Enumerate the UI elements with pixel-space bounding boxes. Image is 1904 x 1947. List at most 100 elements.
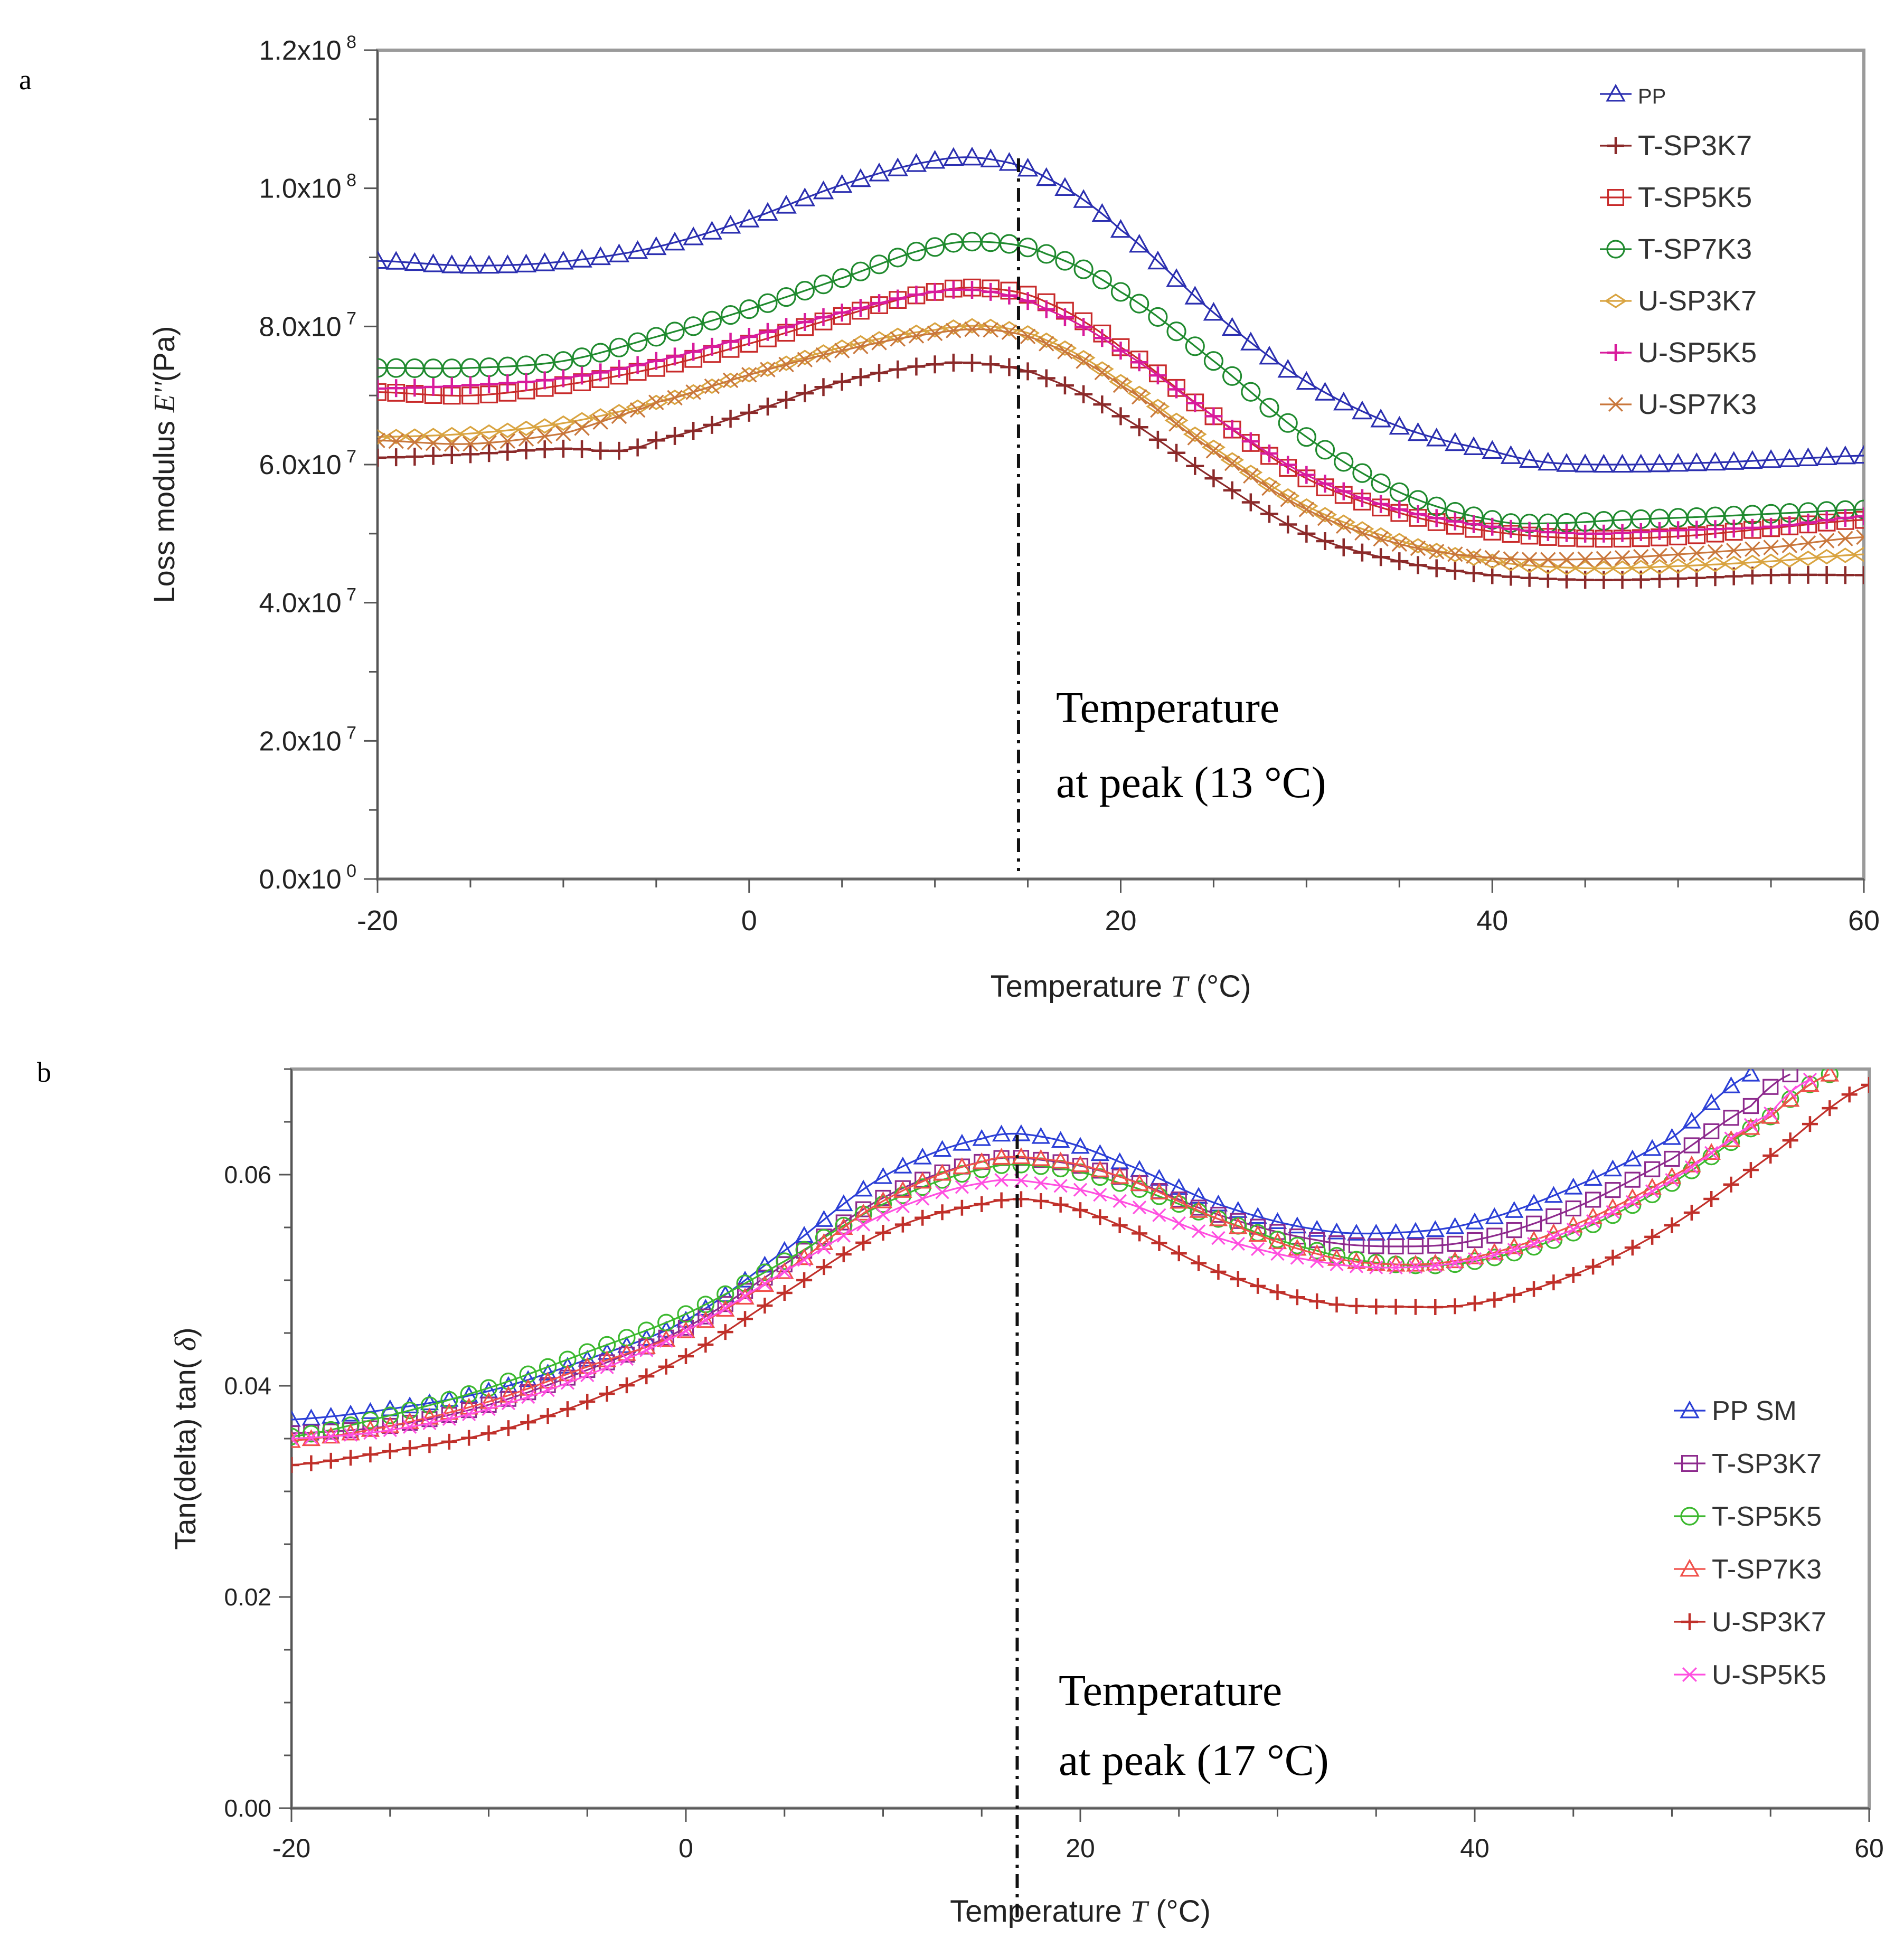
data-point xyxy=(341,1404,360,1422)
data-point xyxy=(1558,524,1576,542)
data-point xyxy=(1191,1224,1206,1239)
data-point xyxy=(795,281,815,301)
data-point xyxy=(1821,1069,1839,1083)
data-point xyxy=(834,343,850,358)
data-point xyxy=(497,254,519,273)
data-point xyxy=(1644,1161,1661,1177)
data-point xyxy=(907,286,926,304)
data-point xyxy=(1547,1230,1561,1244)
data-point xyxy=(1780,516,1799,534)
data-point xyxy=(1526,1236,1541,1251)
data-point xyxy=(1223,481,1241,499)
data-point xyxy=(666,427,684,445)
data-point xyxy=(1743,1118,1758,1132)
data-point xyxy=(1372,548,1390,566)
data-point xyxy=(1248,1225,1267,1242)
peak-annotation-line: Temperature xyxy=(1059,1666,1282,1715)
y-tick-label: 6.0x10 7 xyxy=(259,447,357,480)
legend-marker xyxy=(1604,294,1627,308)
data-point xyxy=(291,1431,299,1446)
data-point xyxy=(676,1321,695,1338)
data-point xyxy=(1428,544,1445,560)
data-point xyxy=(291,1428,300,1445)
y-tick-label: 0.00 xyxy=(224,1794,271,1822)
data-point xyxy=(553,251,574,270)
data-point xyxy=(963,354,981,372)
data-point xyxy=(659,1334,673,1348)
data-point xyxy=(383,1423,397,1438)
data-point xyxy=(1243,468,1259,484)
data-point xyxy=(560,1376,575,1390)
data-point xyxy=(1307,1220,1326,1237)
data-point xyxy=(1148,366,1167,385)
data-point xyxy=(609,337,629,357)
data-point xyxy=(499,433,516,449)
data-point xyxy=(870,294,889,313)
data-point xyxy=(1389,1260,1403,1275)
data-point xyxy=(932,1164,952,1181)
data-point xyxy=(797,352,813,367)
data-point xyxy=(646,327,666,347)
data-point xyxy=(291,1457,299,1473)
data-point xyxy=(600,1360,614,1375)
data-point xyxy=(1229,1217,1248,1234)
data-point xyxy=(1352,463,1372,483)
data-point xyxy=(1371,473,1391,493)
data-point xyxy=(558,1364,577,1382)
data-point xyxy=(574,420,590,436)
data-point xyxy=(835,1246,852,1262)
data-point xyxy=(893,1156,912,1174)
data-point xyxy=(1817,511,1836,530)
data-point xyxy=(579,1394,596,1410)
x-tick-label: 60 xyxy=(1848,905,1880,937)
data-point xyxy=(1703,1123,1720,1139)
data-point xyxy=(1540,552,1556,568)
data-point xyxy=(874,1195,892,1213)
data-point xyxy=(739,209,760,228)
data-point xyxy=(1240,332,1261,351)
data-point xyxy=(1803,1072,1817,1087)
data-point xyxy=(1166,322,1186,342)
data-point xyxy=(402,1440,418,1457)
data-point xyxy=(382,1443,398,1459)
data-point xyxy=(793,349,817,365)
data-point xyxy=(1270,1246,1285,1261)
data-point xyxy=(1130,353,1148,372)
data-point xyxy=(1147,250,1168,270)
data-point xyxy=(1310,1254,1324,1269)
data-point xyxy=(1466,1232,1483,1249)
data-point xyxy=(1650,522,1669,540)
data-point xyxy=(812,344,835,360)
data-point xyxy=(1037,300,1055,318)
data-point xyxy=(479,1379,498,1397)
data-point xyxy=(480,375,498,393)
data-point xyxy=(1448,1256,1462,1270)
data-point xyxy=(1764,1106,1778,1121)
data-point xyxy=(378,432,385,448)
series-line xyxy=(378,241,1864,525)
data-point xyxy=(1706,520,1724,538)
data-point xyxy=(1585,1259,1601,1275)
data-point xyxy=(778,356,794,373)
data-point xyxy=(291,1410,301,1427)
data-point xyxy=(321,1406,341,1424)
legend-label: T-SP3K7 xyxy=(1712,1449,1822,1479)
data-point xyxy=(697,1337,714,1353)
data-point xyxy=(381,1406,399,1424)
data-point xyxy=(1074,385,1093,403)
data-point xyxy=(498,442,517,461)
legend-marker xyxy=(1607,189,1625,206)
data-point xyxy=(776,1252,794,1270)
data-point xyxy=(1297,524,1316,543)
data-point xyxy=(1583,1169,1603,1186)
data-point xyxy=(1111,342,1130,360)
data-point xyxy=(1113,377,1129,393)
data-point xyxy=(1251,1242,1265,1256)
peak-annotation-line: Temperature xyxy=(1056,683,1279,732)
data-point xyxy=(1853,445,1864,464)
data-point xyxy=(572,347,592,367)
data-point xyxy=(1316,532,1334,551)
data-point xyxy=(906,241,927,262)
data-point xyxy=(1071,1155,1090,1173)
data-point xyxy=(1703,1191,1720,1207)
